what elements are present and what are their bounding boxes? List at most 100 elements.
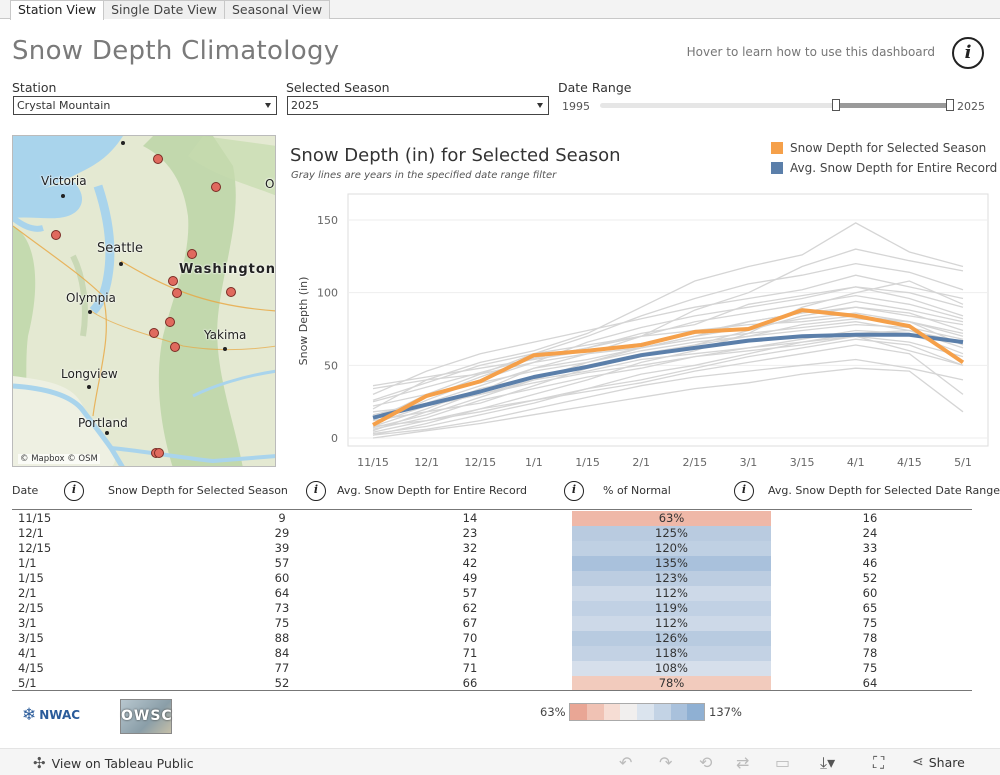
table-row[interactable]: 2/15 73 62 119% 65 <box>12 601 972 616</box>
share-icon: ⋖ <box>912 754 924 770</box>
station-marker[interactable] <box>187 249 197 259</box>
cell-date: 11/15 <box>18 511 52 525</box>
cell-date: 2/15 <box>18 601 44 615</box>
cell-pct-normal: 126% <box>572 631 771 646</box>
year-line[interactable] <box>372 344 964 433</box>
year-line[interactable] <box>372 335 964 430</box>
tab-station-view[interactable]: Station View <box>10 0 105 20</box>
cell-selected: 73 <box>274 601 290 615</box>
station-map[interactable]: Victoria Seattle Washington Olympia Yaki… <box>12 135 276 467</box>
cell-selected: 88 <box>274 631 290 645</box>
x-tick-label: 11/15 <box>357 456 389 469</box>
station-marker[interactable] <box>172 288 182 298</box>
y-axis-label: Snow Depth (in) <box>297 277 310 366</box>
cell-date: 1/15 <box>18 571 44 585</box>
station-marker[interactable] <box>226 287 236 297</box>
season-select[interactable]: 2025 <box>287 96 549 115</box>
chevron-down-icon <box>265 103 271 108</box>
scale-step <box>687 704 704 720</box>
tab-seasonal-view[interactable]: Seasonal View <box>224 0 331 19</box>
cell-date: 12/1 <box>18 526 44 540</box>
snowflake-icon: ❄ <box>22 705 37 725</box>
station-marker[interactable] <box>51 230 61 240</box>
table-row[interactable]: 12/15 39 32 120% 33 <box>12 541 972 556</box>
x-tick-label: 4/15 <box>897 456 922 469</box>
table-row[interactable]: 3/1 75 67 112% 75 <box>12 616 972 631</box>
x-tick-label: 5/1 <box>954 456 972 469</box>
info-icon[interactable]: i <box>306 481 326 501</box>
refresh-icon[interactable]: ⇄ <box>736 753 750 772</box>
view-on-tableau-link[interactable]: ✣ View on Tableau Public <box>33 754 194 772</box>
scale-step <box>620 704 637 720</box>
range-start: 1995 <box>562 100 590 113</box>
y-tick-label: 0 <box>331 432 338 445</box>
help-text: Hover to learn how to use this dashboard <box>686 45 935 59</box>
year-line[interactable] <box>372 338 964 428</box>
year-line[interactable] <box>372 329 964 413</box>
owsc-logo[interactable]: OWSC <box>120 699 172 734</box>
fullscreen-icon[interactable]: ⛶ <box>873 753 885 772</box>
station-marker[interactable] <box>211 182 221 192</box>
selected-season-line[interactable] <box>372 308 965 427</box>
year-line[interactable] <box>372 300 964 429</box>
station-marker[interactable] <box>165 317 175 327</box>
cell-date: 5/1 <box>18 676 37 690</box>
cell-date: 4/1 <box>18 646 37 660</box>
cell-average: 71 <box>462 646 478 660</box>
chart-title: Snow Depth (in) for Selected Season <box>290 145 621 166</box>
col-header-pct: % of Normal <box>603 484 671 497</box>
info-icon[interactable]: i <box>952 37 984 69</box>
redo-icon[interactable]: ↷ <box>659 753 673 772</box>
year-line[interactable] <box>372 367 964 439</box>
cell-selected: 52 <box>274 676 290 690</box>
table-row[interactable]: 12/1 29 23 125% 24 <box>12 526 972 541</box>
year-line[interactable] <box>372 358 964 436</box>
scale-step <box>586 704 604 720</box>
dashboard-tabs: Station View Single Date View Seasonal V… <box>0 0 1000 20</box>
tableau-toolbar: ✣ View on Tableau Public ↶ ↷ ⟲ ⇄ ▭ ⤓▾ ⛶ … <box>0 748 1000 775</box>
table-row[interactable]: 4/1 84 71 118% 78 <box>12 646 972 661</box>
nwac-logo[interactable]: ❄ NWAC <box>22 705 80 725</box>
cell-range-average: 16 <box>862 511 878 525</box>
table-row[interactable]: 11/15 9 14 63% 16 <box>12 511 972 526</box>
station-marker[interactable] <box>170 342 180 352</box>
tab-single-date-view[interactable]: Single Date View <box>103 0 225 19</box>
year-line[interactable] <box>372 222 964 410</box>
station-marker[interactable] <box>168 276 178 286</box>
map-credit: © Mapbox © OSM <box>18 454 100 464</box>
download-icon[interactable]: ⤓▾ <box>820 753 836 772</box>
range-end-handle[interactable] <box>946 99 954 111</box>
year-line[interactable] <box>372 321 964 390</box>
info-icon[interactable]: i <box>564 481 584 501</box>
info-icon[interactable]: i <box>734 481 754 501</box>
table-row[interactable]: 3/15 88 70 126% 78 <box>12 631 972 646</box>
station-marker[interactable] <box>154 448 164 458</box>
year-line[interactable] <box>372 274 964 395</box>
station-marker[interactable] <box>153 154 163 164</box>
info-icon[interactable]: i <box>64 481 84 501</box>
legend-item-average[interactable]: Avg. Snow Depth for Entire Record <box>771 158 997 178</box>
station-marker[interactable] <box>149 328 159 338</box>
table-row[interactable]: 1/1 57 42 135% 46 <box>12 556 972 571</box>
share-button[interactable]: ⋖ Share <box>912 754 965 770</box>
cell-pct-normal: 120% <box>572 541 771 556</box>
table-divider-top <box>12 509 972 510</box>
undo-icon[interactable]: ↶ <box>619 753 633 772</box>
table-row[interactable]: 1/15 60 49 123% 52 <box>12 571 972 586</box>
pause-icon[interactable]: ▭ <box>775 753 791 772</box>
map-label-victoria: Victoria <box>41 174 87 188</box>
range-start-handle[interactable] <box>832 99 840 111</box>
average-line[interactable] <box>372 332 964 420</box>
year-line[interactable] <box>372 262 964 422</box>
revert-icon[interactable]: ⟲ <box>699 753 713 772</box>
date-range-track[interactable] <box>600 103 952 108</box>
table-row[interactable]: 4/15 77 71 108% 75 <box>12 661 972 676</box>
cell-date: 3/1 <box>18 616 37 630</box>
cell-selected: 60 <box>274 571 290 585</box>
snow-depth-chart[interactable]: 0 50 100 150 Snow Depth (in) 11/15 12/1 12/15 1/… <box>286 190 996 474</box>
table-row[interactable]: 2/1 64 57 112% 60 <box>12 586 972 601</box>
table-row[interactable]: 5/1 52 66 78% 64 <box>12 676 972 691</box>
col-header-range-avg: Avg. Snow Depth for Selected Date Range <box>768 484 1000 497</box>
station-select[interactable]: Crystal Mountain <box>13 96 277 115</box>
legend-item-selected[interactable]: Snow Depth for Selected Season <box>771 138 997 158</box>
